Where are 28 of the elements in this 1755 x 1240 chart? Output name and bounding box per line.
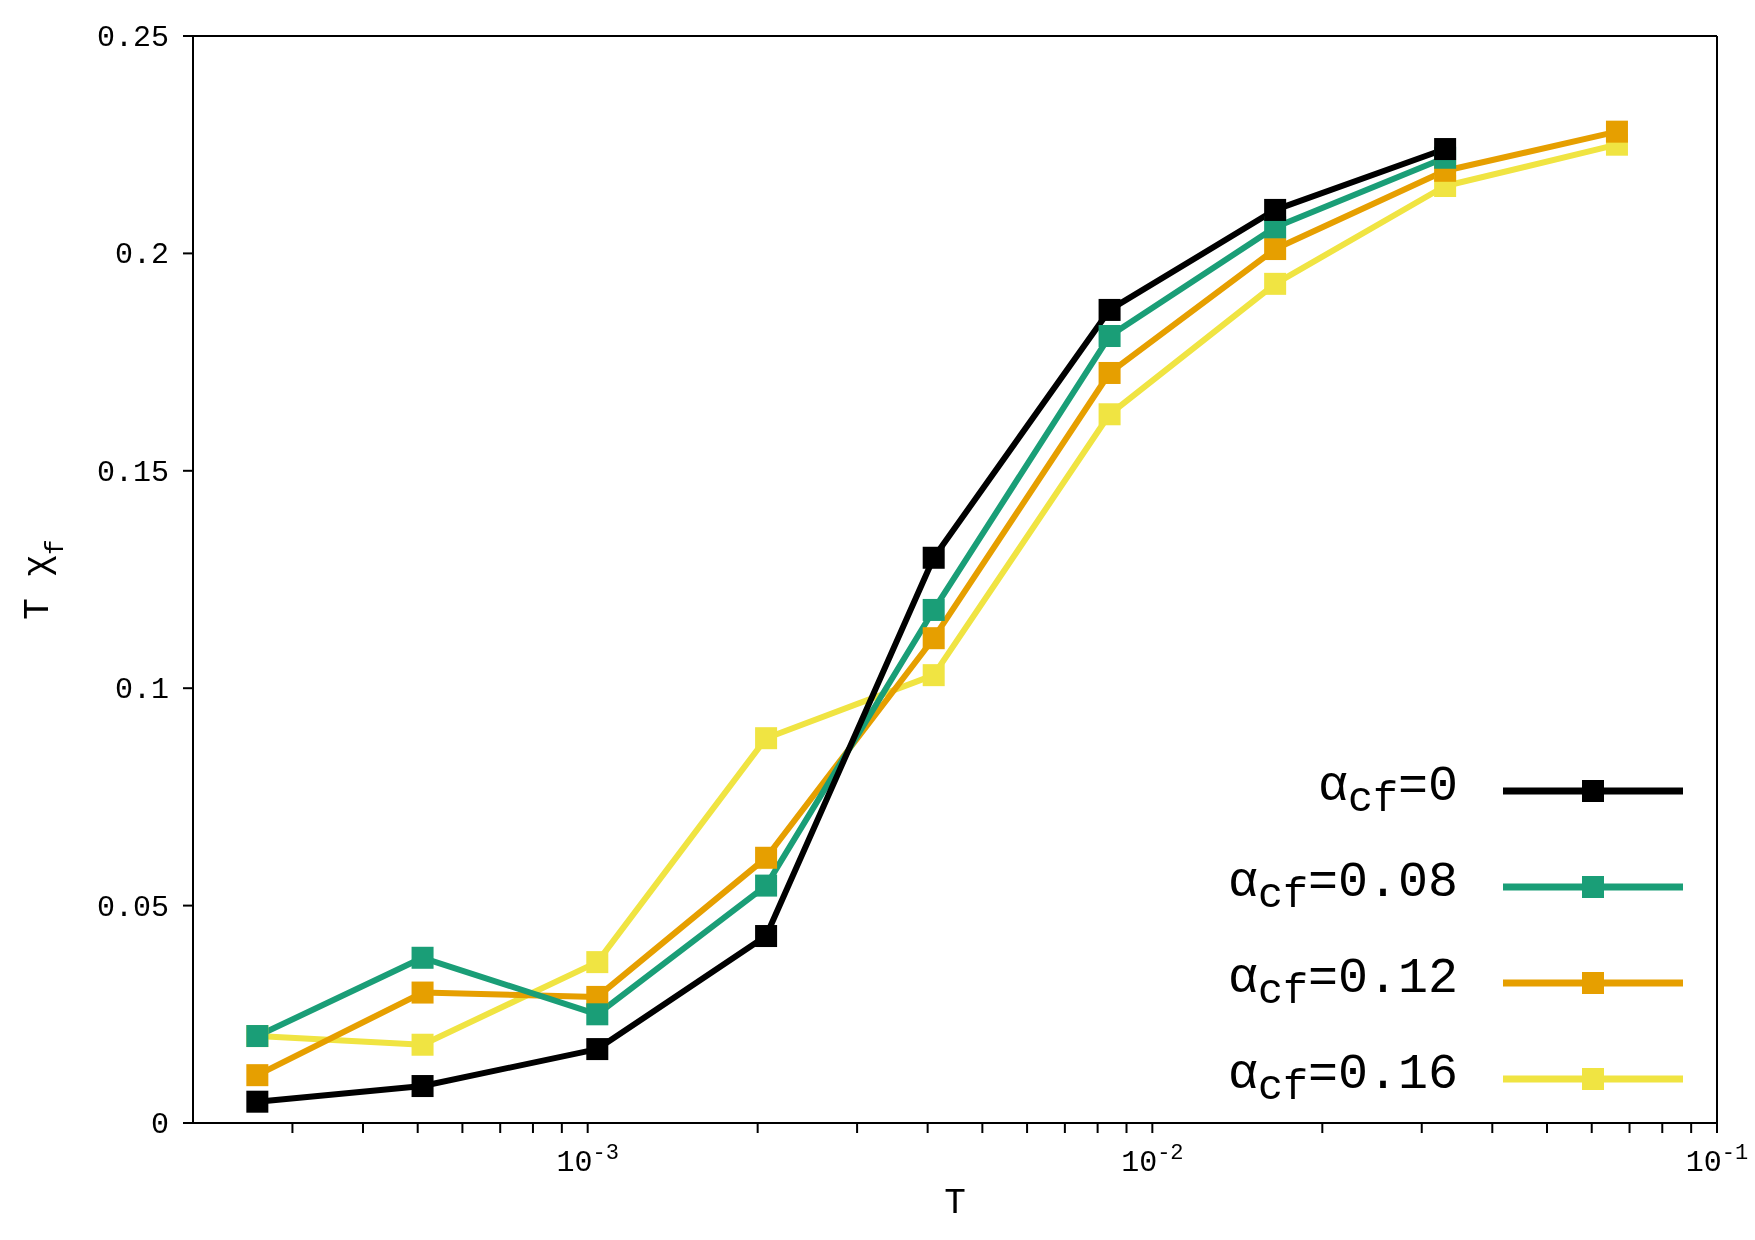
- point: [246, 1064, 269, 1087]
- y-tick-label: 0.2: [114, 238, 169, 273]
- y-tick-label: 0.1: [114, 673, 169, 708]
- point: [755, 727, 778, 750]
- point: [1264, 198, 1287, 221]
- y-tick-label: 0: [150, 1108, 169, 1142]
- legend-label: α$_{cf}$=0.08: [1227, 854, 1458, 920]
- point: [755, 874, 778, 897]
- point: [1264, 272, 1287, 295]
- y-tick-label: 0.15: [96, 455, 169, 490]
- point: [755, 925, 778, 948]
- point: [1605, 120, 1628, 143]
- legend-label: α$_{cf}$=0.16: [1227, 1046, 1458, 1112]
- x-axis-title: T: [944, 1183, 966, 1224]
- point: [1264, 238, 1287, 261]
- point: [586, 1038, 609, 1061]
- point: [1434, 138, 1457, 161]
- x-tick-label: 10$^{-1}$: [1685, 1140, 1749, 1180]
- point: [246, 1090, 269, 1113]
- point: [755, 846, 778, 869]
- legend-label: α$_{cf}$=0: [1317, 758, 1458, 824]
- x-tick-label: 10$^{-3}$: [556, 1140, 619, 1180]
- x-tick-label: 10$^{-2}$: [1121, 1140, 1184, 1180]
- point: [586, 951, 609, 974]
- point: [586, 1003, 609, 1026]
- legend-label: α$_{cf}$=0.12: [1227, 950, 1458, 1016]
- y-tick-label: 0.05: [96, 890, 169, 925]
- y-tick-label: 0.25: [96, 21, 169, 55]
